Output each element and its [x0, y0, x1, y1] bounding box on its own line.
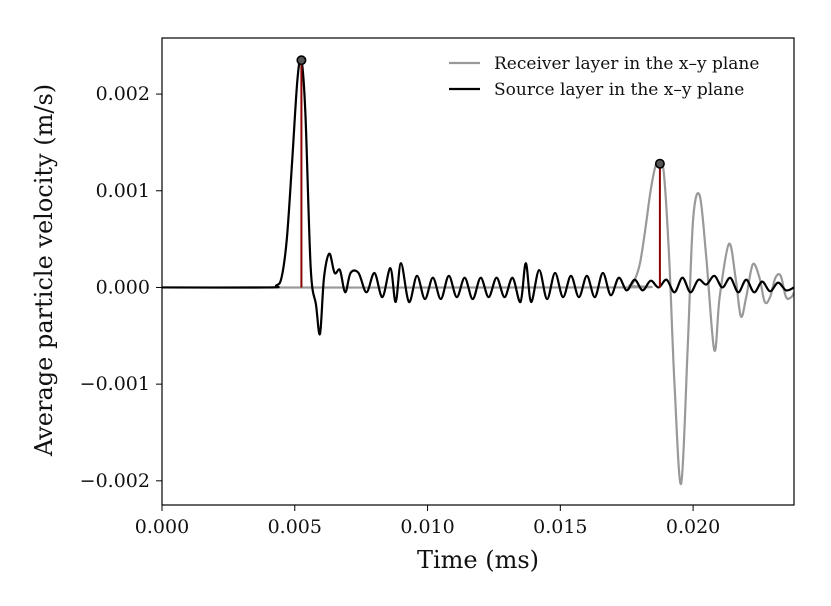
peak-marker-2 — [654, 158, 665, 169]
x-tick-label: 0.000 — [135, 516, 189, 538]
series-line-receiver — [162, 160, 794, 485]
x-tick-label: 0.015 — [533, 516, 587, 538]
legend: Receiver layer in the x–y plane Source l… — [449, 54, 759, 100]
y-axis: 0.002 0.001 0.000 −0.001 −0.002 — [80, 83, 162, 492]
y-axis-label: Average particle velocity (m/s) — [30, 84, 58, 457]
y-tick-label: 0.002 — [96, 83, 150, 105]
x-axis-label: Time (ms) — [417, 546, 539, 574]
x-tick-label: 0.010 — [400, 516, 454, 538]
series-layer — [162, 57, 794, 485]
x-axis: 0.000 0.005 0.010 0.015 0.020 — [135, 505, 720, 538]
y-tick-label: 0.000 — [96, 276, 150, 298]
series-line-source — [162, 57, 794, 336]
plot-frame — [161, 37, 795, 506]
x-tick-label: 0.020 — [666, 516, 720, 538]
x-tick-label: 0.005 — [268, 516, 322, 538]
legend-label-source: Source layer in the x–y plane — [494, 80, 744, 100]
peak-markers — [296, 55, 665, 288]
y-tick-label: −0.002 — [80, 470, 150, 492]
legend-label-receiver: Receiver layer in the x–y plane — [494, 54, 759, 74]
peak-marker-1 — [296, 55, 307, 66]
y-tick-label: 0.001 — [96, 180, 150, 202]
y-tick-label: −0.001 — [80, 373, 150, 395]
